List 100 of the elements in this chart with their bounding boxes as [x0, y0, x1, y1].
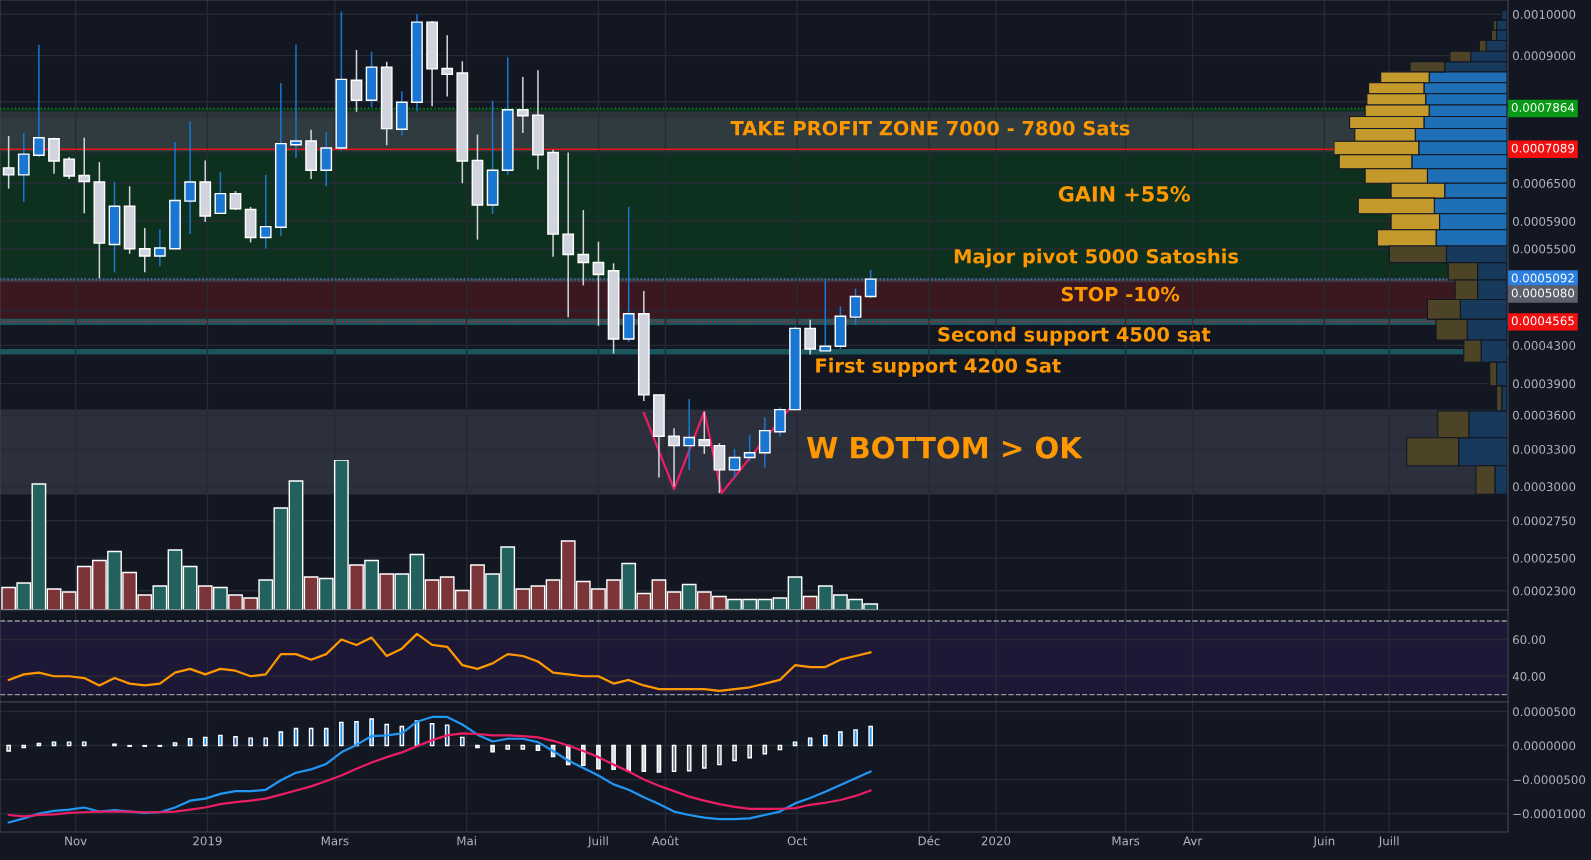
- candlestick: [259, 174, 272, 250]
- bar: [838, 731, 843, 747]
- y-tick-label: 60.00: [1512, 635, 1546, 645]
- bar: [596, 744, 601, 770]
- annotation: First support 4200 Sat: [816, 357, 1061, 377]
- y-tick-label: 0.0000000: [1512, 741, 1576, 751]
- bar: [717, 744, 722, 766]
- candlestick: [441, 34, 454, 98]
- bar: [248, 737, 253, 747]
- bar: [51, 741, 57, 747]
- bar: [6, 744, 11, 752]
- bar: [490, 744, 495, 753]
- bar: [323, 727, 329, 747]
- bar: [475, 744, 480, 749]
- y-tick-label: 0.0004300: [1512, 341, 1576, 350]
- candlestick: [864, 269, 877, 299]
- x-tick-label: Mars: [321, 836, 349, 846]
- candlestick: [48, 136, 60, 175]
- candlestick: [229, 190, 242, 211]
- annotation: GAIN +55%: [1058, 186, 1191, 202]
- bar: [762, 744, 768, 755]
- bar: [218, 734, 223, 747]
- y-tick-label: 0.0010000: [1512, 9, 1576, 19]
- bar: [747, 744, 752, 759]
- candlestick: [290, 43, 302, 159]
- x-tick-label: Mars: [1112, 836, 1140, 846]
- bar: [701, 744, 707, 769]
- y-tick-label: 0.0002500: [1512, 553, 1576, 563]
- candlestick: [138, 227, 151, 274]
- y-tick-label: 40.00: [1512, 671, 1546, 681]
- annotation: Second support 4500 sat: [938, 326, 1211, 346]
- bar: [66, 741, 72, 747]
- y-tick-label: −0.0001000: [1513, 809, 1586, 819]
- bar: [626, 744, 632, 773]
- annotation: TAKE PROFIT ZONE 7000 - 7800 Sats: [730, 120, 1130, 136]
- x-tick-label: Avr: [1183, 836, 1203, 846]
- line-series: [7, 632, 872, 693]
- candlestick: [577, 209, 590, 287]
- candlestick: [33, 44, 45, 158]
- candlestick: [668, 427, 680, 488]
- line-series: [7, 715, 872, 824]
- y-tick-label: 0.0002300: [1512, 586, 1576, 596]
- bar: [807, 737, 813, 747]
- annotation: STOP -10%: [1061, 286, 1180, 302]
- x-tick-label: Oct: [787, 836, 808, 846]
- bar: [732, 744, 737, 762]
- bar: [21, 744, 27, 749]
- ref-line-label: 0.0005080: [1511, 288, 1575, 298]
- bar: [520, 744, 526, 750]
- line-series: [7, 732, 872, 818]
- bar: [792, 741, 798, 747]
- bar: [263, 737, 269, 747]
- x-tick-label: Juill: [587, 836, 608, 848]
- x-tick-label: Déc: [918, 835, 940, 846]
- y-tick-label: 0.0005500: [1512, 244, 1576, 254]
- bar: [868, 725, 873, 747]
- candlestick: [153, 228, 166, 268]
- x-tick-label: Mai: [457, 836, 476, 846]
- candlestick: [2, 135, 15, 190]
- bar: [686, 744, 692, 772]
- x-tick-label: Juill: [1378, 836, 1399, 848]
- ref-line-label: 0.0007864: [1511, 103, 1575, 112]
- x-tick-label: 2019: [193, 836, 222, 846]
- x-tick-label: Août: [651, 835, 679, 846]
- candlestick: [184, 120, 197, 235]
- candlestick: [774, 406, 786, 438]
- candlestick: [562, 151, 575, 318]
- candlestick: [516, 76, 529, 134]
- ref-line-label: 0.0005092: [1511, 273, 1574, 283]
- candlestick: [849, 287, 862, 326]
- candlestick: [63, 156, 76, 180]
- bar: [233, 736, 238, 747]
- candlestick: [698, 411, 711, 455]
- candlestick: [320, 131, 333, 188]
- candlestick: [743, 434, 756, 462]
- y-tick-label: 0.0003300: [1512, 444, 1576, 454]
- y-tick-label: 0.0009000: [1512, 51, 1576, 61]
- y-tick-label: 0.0005900: [1512, 216, 1576, 226]
- bar: [81, 741, 87, 747]
- bar: [505, 744, 511, 750]
- ref-line-label: 0.0007089: [1511, 143, 1575, 153]
- annotation: W BOTTOM > OK: [807, 436, 1083, 459]
- candlestick: [758, 416, 771, 469]
- line-series: [642, 408, 790, 495]
- bar: [460, 736, 465, 747]
- y-tick-label: 0.0003900: [1512, 379, 1576, 389]
- bar: [822, 734, 828, 747]
- bar: [354, 721, 359, 747]
- x-tick-label: Juin: [1312, 836, 1335, 848]
- bar: [172, 742, 178, 747]
- y-tick-label: 0.0003000: [1512, 482, 1576, 492]
- bar: [853, 729, 858, 747]
- candlestick: [592, 240, 605, 327]
- candlestick: [683, 398, 696, 471]
- y-tick-label: −0.0000500: [1513, 775, 1586, 785]
- bar: [202, 736, 208, 747]
- candlestick: [728, 448, 741, 479]
- candlestick: [350, 49, 363, 113]
- y-tick-label: 0.0000500: [1512, 707, 1576, 717]
- bar: [369, 718, 374, 747]
